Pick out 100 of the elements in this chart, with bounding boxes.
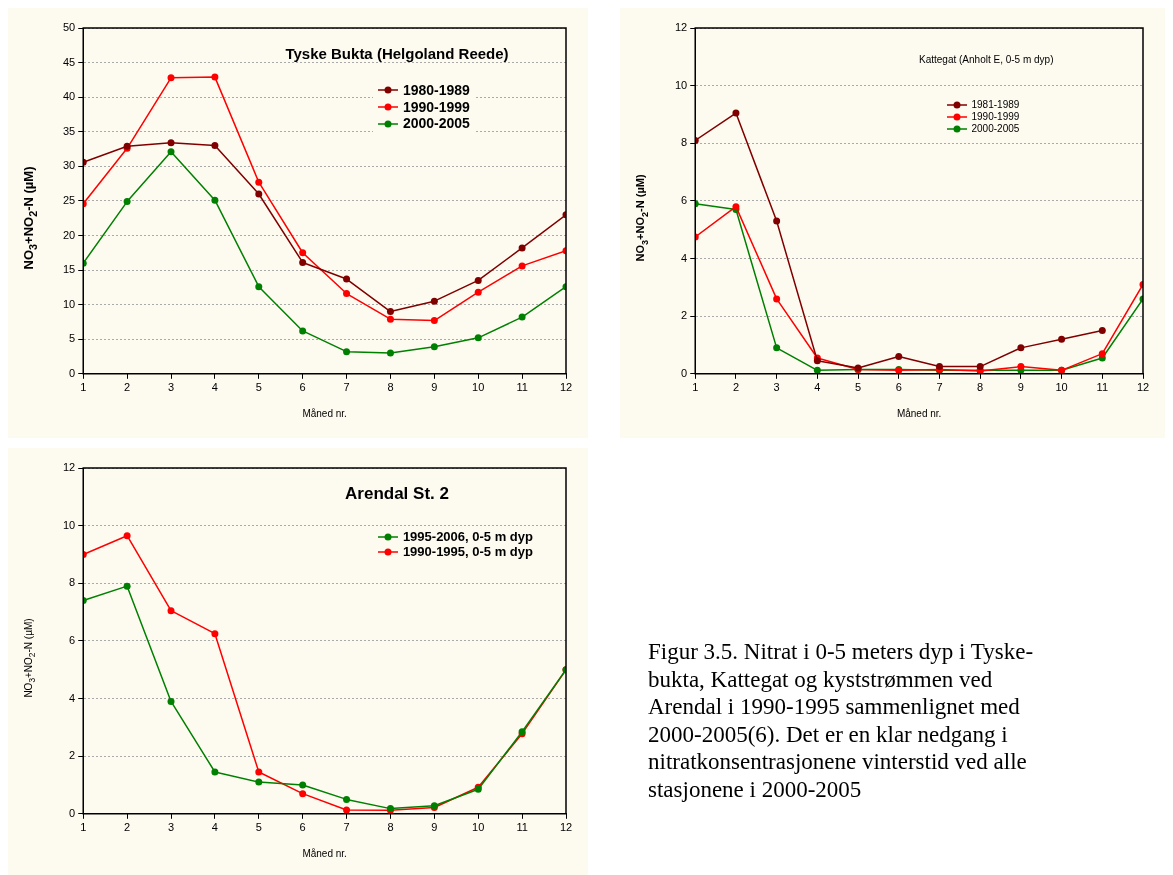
y-tick-label: 4 bbox=[681, 251, 688, 264]
point bbox=[211, 196, 219, 204]
legend-label: 1980-1989 bbox=[402, 81, 470, 99]
y-tick-label: 0 bbox=[69, 806, 76, 819]
x-tick-label: 11 bbox=[516, 821, 528, 834]
x-tick-label: 2 bbox=[124, 381, 131, 394]
x-tick-label: 1 bbox=[692, 381, 699, 394]
legend-label: 1995-2006, 0-5 m dyp bbox=[402, 528, 533, 545]
y-tick-label: 6 bbox=[681, 193, 688, 206]
x-tick-label: 7 bbox=[343, 821, 350, 834]
point bbox=[732, 109, 740, 117]
x-tick-label: 3 bbox=[167, 381, 175, 394]
y-tick-label: 8 bbox=[681, 136, 688, 149]
y-tick-label: 45 bbox=[62, 55, 76, 68]
x-tick-label: 10 bbox=[1055, 381, 1068, 394]
x-tick-label: 3 bbox=[167, 821, 175, 834]
x-axis-title: Måned nr. bbox=[302, 407, 347, 419]
y-tick-label: 10 bbox=[62, 518, 76, 531]
point bbox=[255, 283, 263, 291]
y-tick-label: 20 bbox=[62, 228, 76, 241]
point bbox=[386, 315, 394, 323]
y-tick-label: 2 bbox=[69, 749, 76, 762]
text: Kattegat (Anholt E, 0-5 m dyp) bbox=[918, 54, 1055, 66]
point bbox=[518, 313, 526, 321]
point bbox=[167, 607, 175, 615]
x-tick-label: 10 bbox=[472, 381, 485, 394]
x-tick-label: 4 bbox=[814, 381, 821, 394]
point bbox=[474, 334, 482, 342]
point bbox=[386, 308, 394, 316]
point bbox=[211, 630, 219, 638]
x-tick-label: 9 bbox=[431, 381, 438, 394]
point bbox=[343, 275, 351, 283]
point bbox=[1098, 350, 1106, 358]
point bbox=[211, 73, 219, 81]
x-tick-label: 10 bbox=[472, 821, 485, 834]
point bbox=[430, 317, 438, 325]
x-tick-label: 11 bbox=[516, 381, 528, 394]
point bbox=[123, 198, 131, 206]
x-tick-label: 7 bbox=[343, 381, 350, 394]
x-tick-label: 5 bbox=[855, 381, 862, 394]
text: Figur 3.5. Nitrat i 0-5 meters dyp i Tyske-bukta, Kattegat og kyststrømmen ved Arendal i 1990-1995 sammenlignet med 2000-2005(6). Det er en klar nedgang i nitratkonsentrasjonene vinterstid ved alle stasjonene i 2000-2005 bbox=[648, 638, 1035, 804]
x-tick-label: 3 bbox=[773, 381, 780, 394]
y-tick-label: 2 bbox=[681, 309, 688, 322]
x-axis-title: Måned nr. bbox=[896, 407, 942, 419]
x-tick-label: 9 bbox=[431, 821, 438, 834]
y-tick-label: 15 bbox=[62, 263, 76, 276]
point bbox=[343, 806, 351, 814]
point bbox=[518, 262, 526, 270]
point bbox=[123, 532, 131, 540]
legend-label: 2000-2005 bbox=[402, 115, 470, 133]
x-tick-label: 12 bbox=[559, 821, 573, 834]
x-tick-label: 6 bbox=[299, 381, 306, 394]
point bbox=[255, 768, 263, 776]
point bbox=[299, 781, 307, 789]
y-tick-label: 6 bbox=[69, 633, 76, 646]
point bbox=[430, 343, 438, 351]
point bbox=[430, 297, 438, 305]
x-tick-label: 12 bbox=[1136, 381, 1150, 394]
point bbox=[299, 790, 307, 798]
y-tick-label: 35 bbox=[62, 124, 76, 137]
point bbox=[773, 217, 781, 225]
y-tick-label: 0 bbox=[69, 366, 76, 379]
y-tick-label: 8 bbox=[69, 576, 76, 589]
x-tick-label: 7 bbox=[936, 381, 943, 394]
y-tick-label: 30 bbox=[62, 159, 76, 172]
point bbox=[474, 276, 482, 284]
y-tick-label: 50 bbox=[62, 21, 76, 34]
point bbox=[1058, 335, 1066, 343]
point bbox=[386, 349, 394, 357]
y-tick-label: 10 bbox=[674, 78, 688, 91]
legend-label: 1990-1999 bbox=[402, 98, 470, 116]
point bbox=[211, 768, 219, 776]
legend-label: 1981-1989 bbox=[971, 99, 1020, 112]
x-tick-label: 6 bbox=[895, 381, 902, 394]
x-tick-label: 4 bbox=[211, 381, 218, 394]
x-tick-label: 2 bbox=[124, 821, 131, 834]
point bbox=[1098, 327, 1106, 335]
point bbox=[123, 582, 131, 590]
point bbox=[474, 288, 482, 296]
point bbox=[255, 190, 263, 198]
point bbox=[167, 148, 175, 156]
point bbox=[299, 249, 307, 257]
y-tick-label: 5 bbox=[69, 332, 76, 345]
text: Arendal St. 2 bbox=[344, 483, 450, 504]
x-tick-label: 8 bbox=[387, 381, 394, 394]
legend-label: 2000-2005 bbox=[971, 123, 1020, 136]
x-tick-label: 1 bbox=[80, 821, 87, 834]
point bbox=[167, 697, 175, 705]
x-tick-label: 11 bbox=[1096, 381, 1109, 394]
x-axis-title: Måned nr. bbox=[302, 847, 347, 859]
point bbox=[343, 348, 351, 356]
point bbox=[255, 778, 263, 786]
point bbox=[299, 327, 307, 335]
x-tick-label: 5 bbox=[255, 821, 262, 834]
y-tick-label: 0 bbox=[681, 366, 688, 379]
x-tick-label: 2 bbox=[732, 381, 739, 394]
y-tick-label: 10 bbox=[62, 297, 76, 310]
x-tick-label: 1 bbox=[80, 381, 87, 394]
x-tick-label: 6 bbox=[299, 821, 306, 834]
y-tick-label: 12 bbox=[62, 461, 76, 474]
